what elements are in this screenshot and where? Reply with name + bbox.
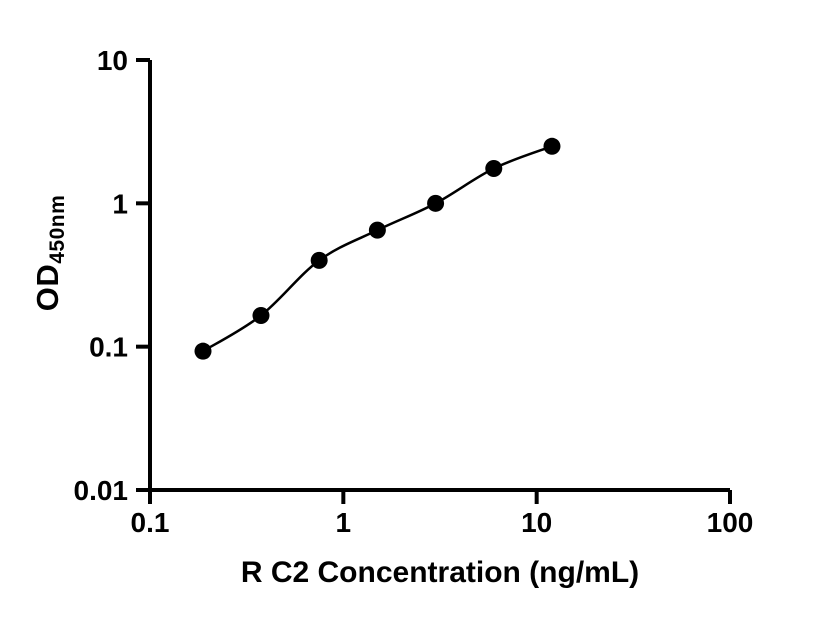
y-axis-tick-label: 1 <box>112 188 128 219</box>
x-axis-title-text: R C2 Concentration (ng/mL) <box>240 556 640 589</box>
data-point <box>252 306 270 324</box>
x-axis-tick-label: 0.1 <box>131 507 170 538</box>
x-axis-tick-label: 100 <box>707 507 754 538</box>
x-axis-tick-label: 10 <box>521 507 552 538</box>
data-point <box>194 342 212 360</box>
x-axis-title: R C2 Concentration (ng/mL) <box>150 556 730 590</box>
y-axis-title-sub: 450nm <box>46 194 69 264</box>
data-point <box>543 137 561 155</box>
y-axis-tick-label: 0.01 <box>74 475 129 506</box>
data-point <box>427 194 445 212</box>
data-point <box>368 221 386 239</box>
x-axis-tick-label: 1 <box>336 507 352 538</box>
y-axis-title: OD450nm <box>30 195 70 312</box>
data-point <box>310 251 328 269</box>
y-axis-tick-label: 0.1 <box>89 332 128 363</box>
y-axis-tick-label: 10 <box>97 45 128 76</box>
axis-spines <box>148 60 730 492</box>
y-axis-title-main: OD <box>30 263 65 312</box>
data-point <box>485 159 503 177</box>
